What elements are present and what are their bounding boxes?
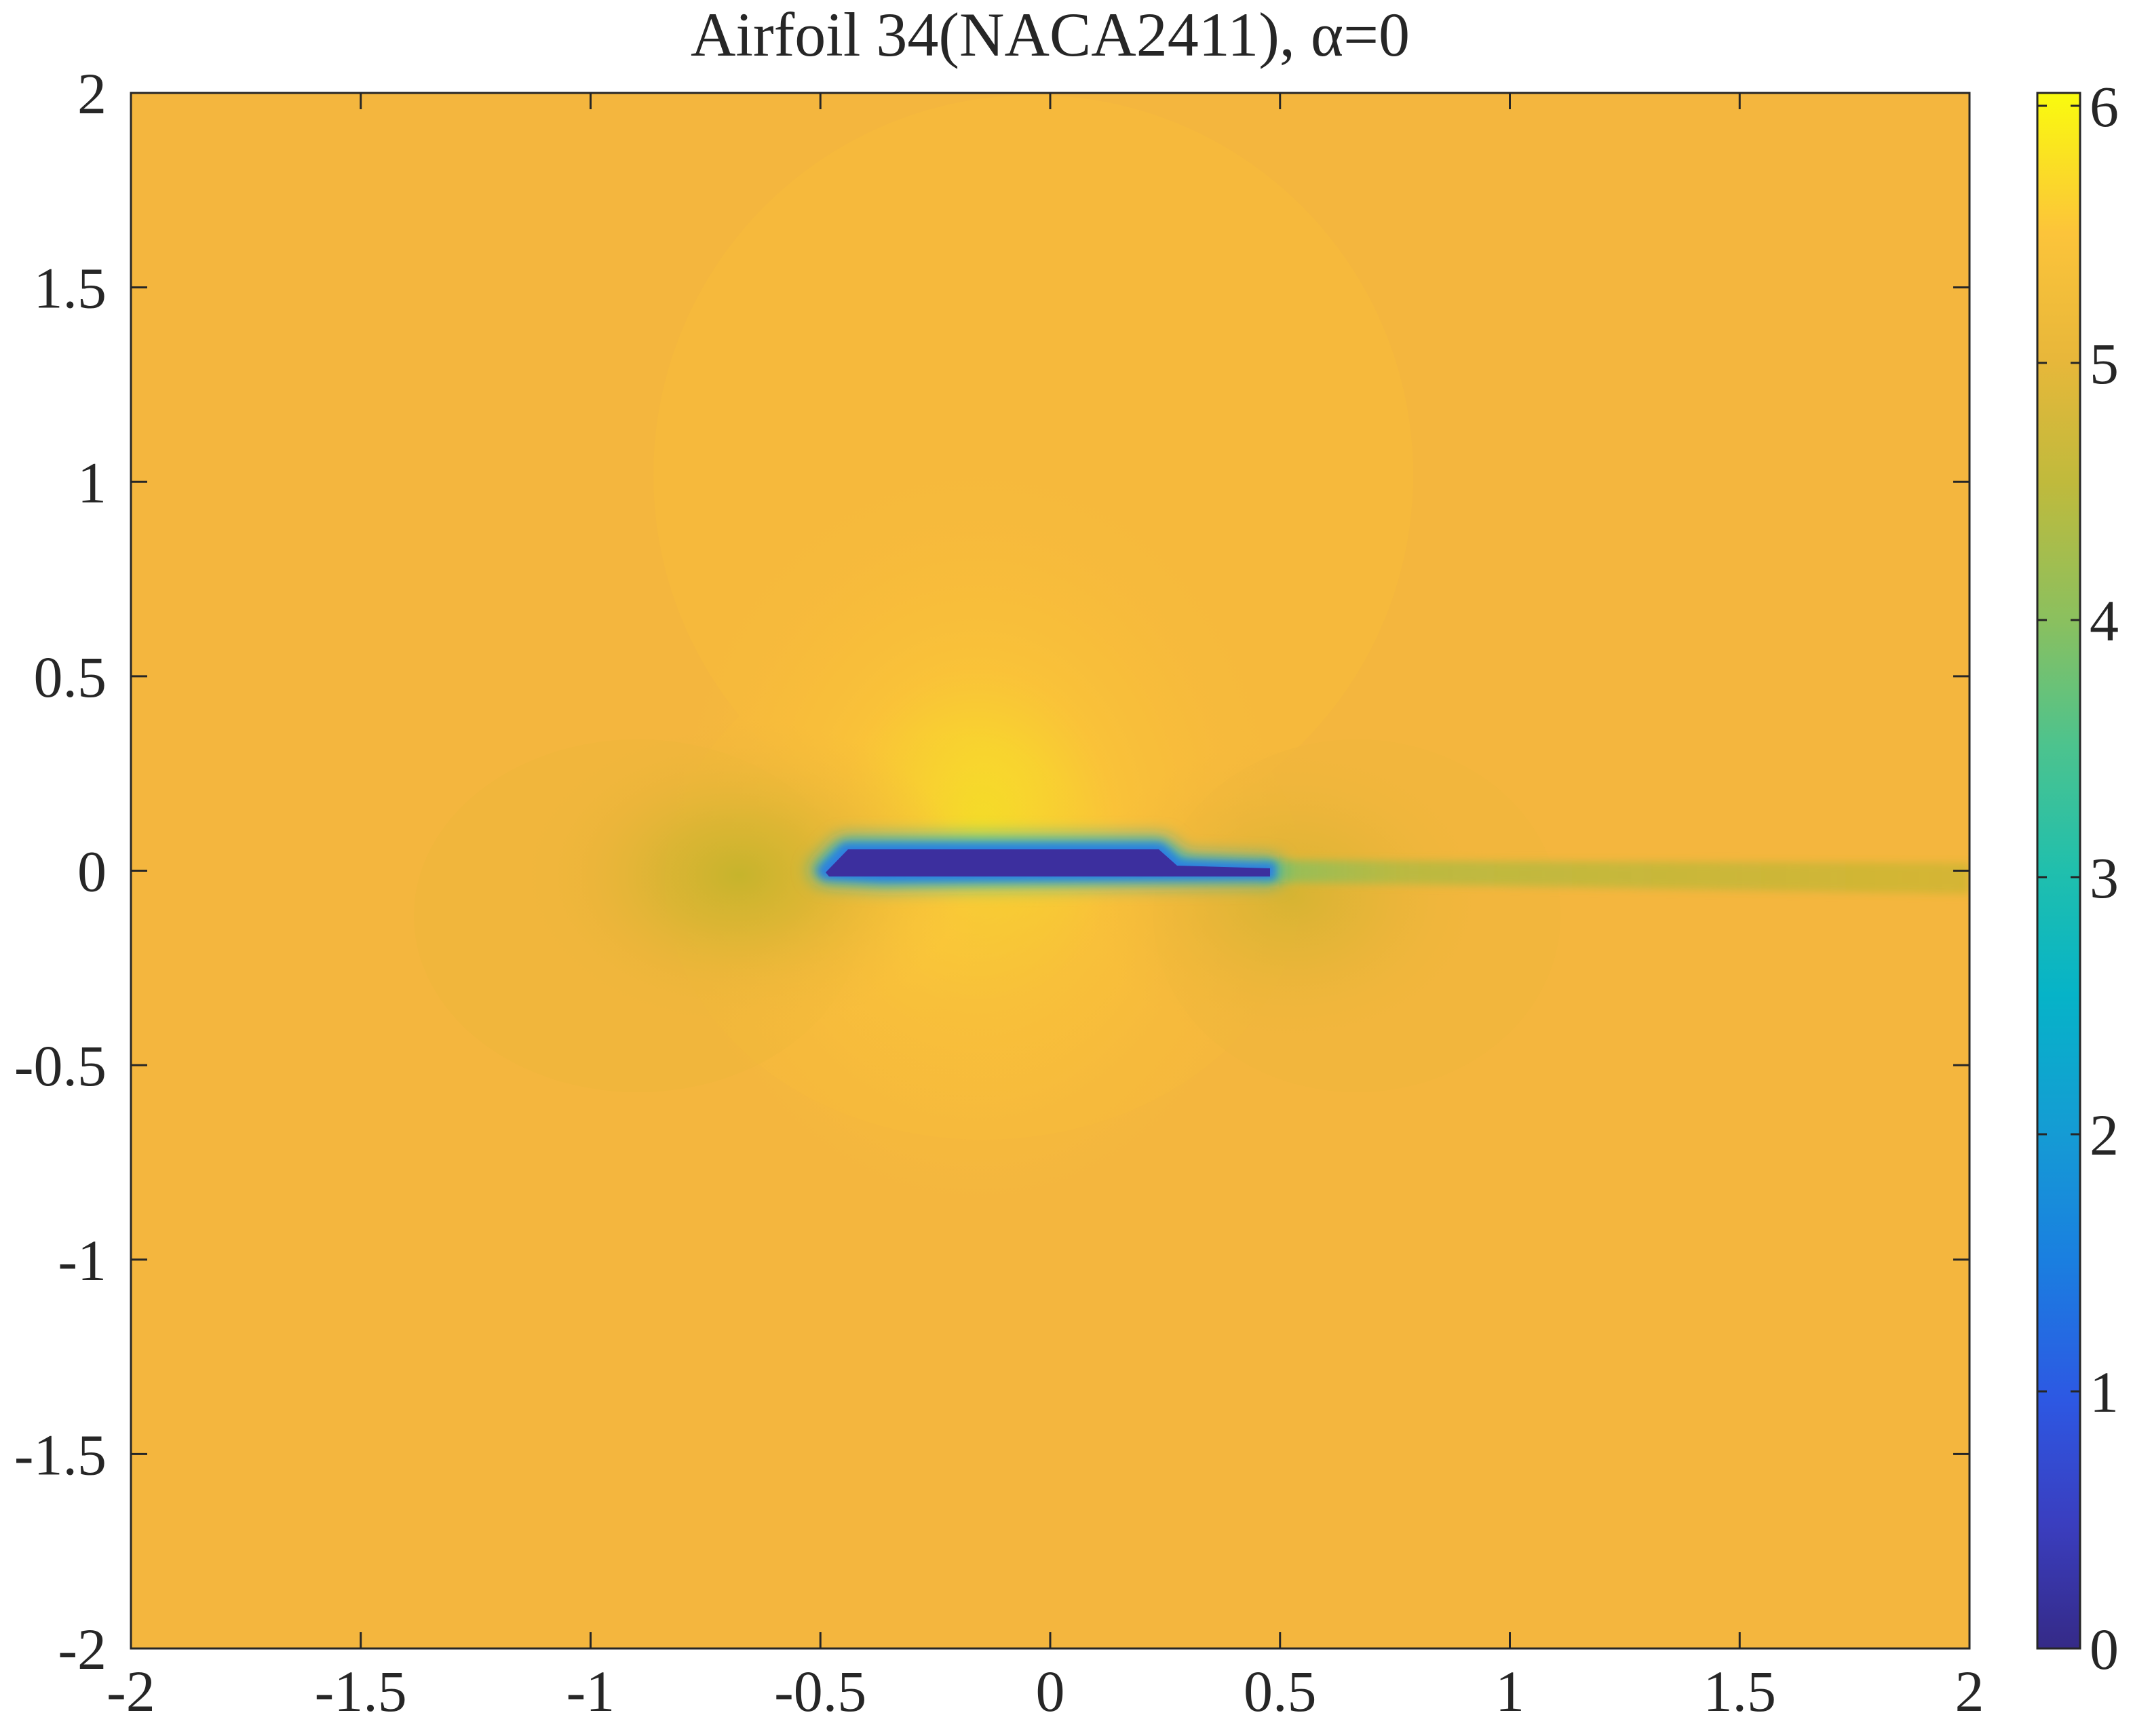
plot-axes: -2 -1.5 -1 -0.5 0 0.5 1 1.5 2 2 1.5 1 0.5 0 -0.5 -1 -1.…	[14, 61, 1984, 1724]
colorbar-tick-label: 5	[2090, 331, 2119, 396]
y-tick-label: 0	[77, 839, 107, 904]
y-tick-label: 0.5	[34, 644, 107, 710]
colorbar-tick-label: 2	[2090, 1102, 2119, 1168]
y-tick-label: 1.5	[34, 256, 107, 321]
colorbar-tick-label: 1	[2090, 1359, 2119, 1425]
x-tick-label: -1.5	[315, 1659, 407, 1724]
y-tick-label: 1	[77, 450, 107, 515]
x-tick-label: -2	[107, 1659, 155, 1724]
y-tick-label: -1	[58, 1228, 107, 1293]
wake-band	[1262, 860, 1969, 894]
y-axis-ticks: 2 1.5 1 0.5 0 -0.5 -1 -1.5 -2	[14, 61, 1969, 1682]
colorbar-scale	[2037, 93, 2080, 1648]
x-tick-label: 2	[1955, 1659, 1984, 1724]
y-tick-label: -2	[58, 1617, 107, 1682]
airfoil-body	[826, 849, 1270, 876]
colorbar-tick-label: 0	[2090, 1617, 2119, 1682]
x-axis-ticks: -2 -1.5 -1 -0.5 0 0.5 1 1.5 2	[107, 93, 1984, 1724]
colorbar: 0 1 2 3 4 5 6	[2036, 74, 2119, 1682]
fore-stagnation-low	[516, 719, 963, 1031]
x-tick-label: -1	[566, 1659, 615, 1724]
y-tick-label: -0.5	[14, 1033, 107, 1098]
y-tick-label: -1.5	[14, 1422, 107, 1487]
x-tick-label: 1.5	[1704, 1659, 1777, 1724]
x-tick-label: 1	[1495, 1659, 1524, 1724]
colorbar-frame	[2036, 92, 2081, 1650]
chart-title: Airfoil 34(NACA2411), α=0	[691, 0, 1410, 69]
x-tick-label: -0.5	[774, 1659, 866, 1724]
colorbar-tick-label: 6	[2090, 74, 2119, 139]
y-tick-label: 2	[77, 61, 107, 126]
colorbar-tick-label: 3	[2090, 845, 2119, 910]
pressure-field	[131, 93, 1969, 1648]
x-tick-label: 0.5	[1244, 1659, 1317, 1724]
x-tick-label: 0	[1036, 1659, 1065, 1724]
colorbar-tick-label: 4	[2090, 588, 2119, 653]
aft-low	[1089, 739, 1496, 1052]
colorbar-ticks: 0 1 2 3 4 5 6	[2037, 74, 2119, 1682]
